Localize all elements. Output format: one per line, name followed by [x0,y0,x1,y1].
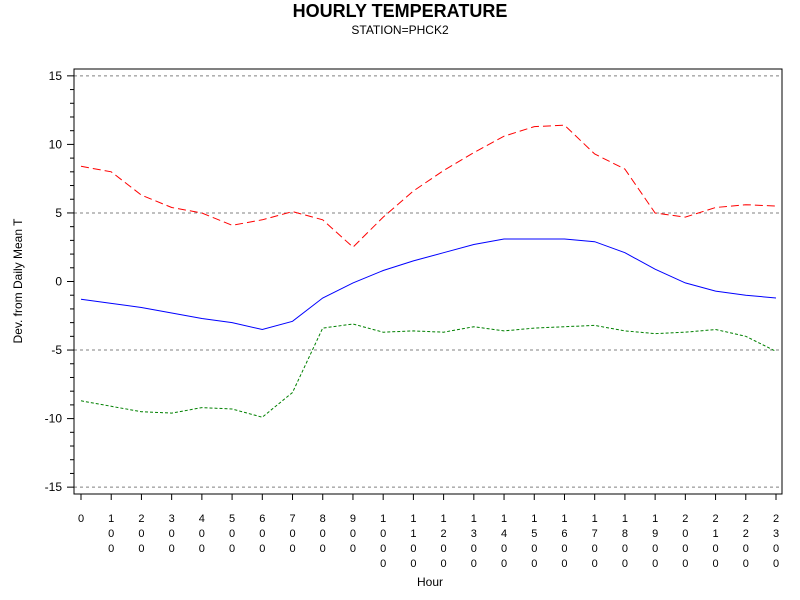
series-line-3 [80,323,777,418]
y-tick-label: 0 [55,275,62,289]
reference-lines [74,75,782,488]
chart-title: HOURLY TEMPERATURE [292,1,508,21]
y-tick-label: -5 [51,343,62,357]
x-axis-label: Hour [417,575,443,589]
series-line-1 [80,124,777,248]
y-tick-label: 5 [55,206,62,220]
y-axis: 15 10 5 0 -5 -10 -15 [45,69,74,494]
x-tick-label: 0 [78,513,84,525]
y-tick-label: -10 [45,412,63,426]
series-line-2 [80,238,777,331]
x-axis: 0 1 0 0 2 0 0 3 0 0 4 0 0 5 0 0 6 0 0 7 0 0 8 0 0 9 0 0 1 0 0 0 1 1 0 0 1 2 0 0… [78,494,779,570]
y-tick-label: 10 [49,137,63,151]
y-tick-label: -15 [45,480,63,494]
series-lines [80,124,777,418]
chart-subtitle: STATION=PHCK2 [351,23,449,37]
y-axis-label: Dev. from Daily Mean T [11,218,25,344]
y-tick-label: 15 [49,69,63,83]
plot-frame [73,68,783,495]
